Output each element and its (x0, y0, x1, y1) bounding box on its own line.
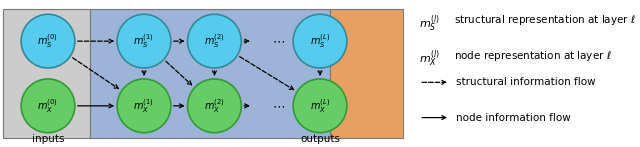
Text: $m_S^{(l)}$: $m_S^{(l)}$ (419, 13, 440, 34)
Text: $\cdots$: $\cdots$ (272, 99, 285, 112)
Bar (3, 9, 90, 138)
Text: $m_{X}^{(1)}$: $m_{X}^{(1)}$ (134, 97, 154, 115)
Text: $m_{S}^{(1)}$: $m_{S}^{(1)}$ (134, 32, 154, 50)
Ellipse shape (21, 14, 75, 68)
Text: node information flow: node information flow (456, 113, 571, 123)
Text: outputs: outputs (300, 134, 340, 144)
Text: $m_{S}^{(L)}$: $m_{S}^{(L)}$ (310, 32, 330, 50)
Ellipse shape (293, 14, 347, 68)
Text: $m_{S}^{(0)}$: $m_{S}^{(0)}$ (38, 32, 58, 50)
Bar (90, 9, 330, 138)
Text: $\cdots$: $\cdots$ (272, 35, 285, 48)
Ellipse shape (117, 79, 171, 133)
Ellipse shape (188, 79, 241, 133)
Text: structural information flow: structural information flow (456, 77, 596, 87)
Ellipse shape (117, 14, 171, 68)
Text: $m_{X}^{(0)}$: $m_{X}^{(0)}$ (38, 97, 58, 115)
Text: node representation at layer $\ell$: node representation at layer $\ell$ (454, 49, 612, 62)
Text: $m_X^{(l)}$: $m_X^{(l)}$ (419, 49, 440, 69)
Text: inputs: inputs (32, 134, 64, 144)
Bar (330, 9, 403, 138)
Ellipse shape (21, 79, 75, 133)
Text: $m_{S}^{(2)}$: $m_{S}^{(2)}$ (204, 32, 225, 50)
Ellipse shape (188, 14, 241, 68)
Text: structural representation at layer $\ell$: structural representation at layer $\ell… (454, 13, 636, 27)
Text: $m_{X}^{(L)}$: $m_{X}^{(L)}$ (310, 97, 330, 115)
Ellipse shape (293, 79, 347, 133)
Text: $m_{X}^{(2)}$: $m_{X}^{(2)}$ (204, 97, 225, 115)
